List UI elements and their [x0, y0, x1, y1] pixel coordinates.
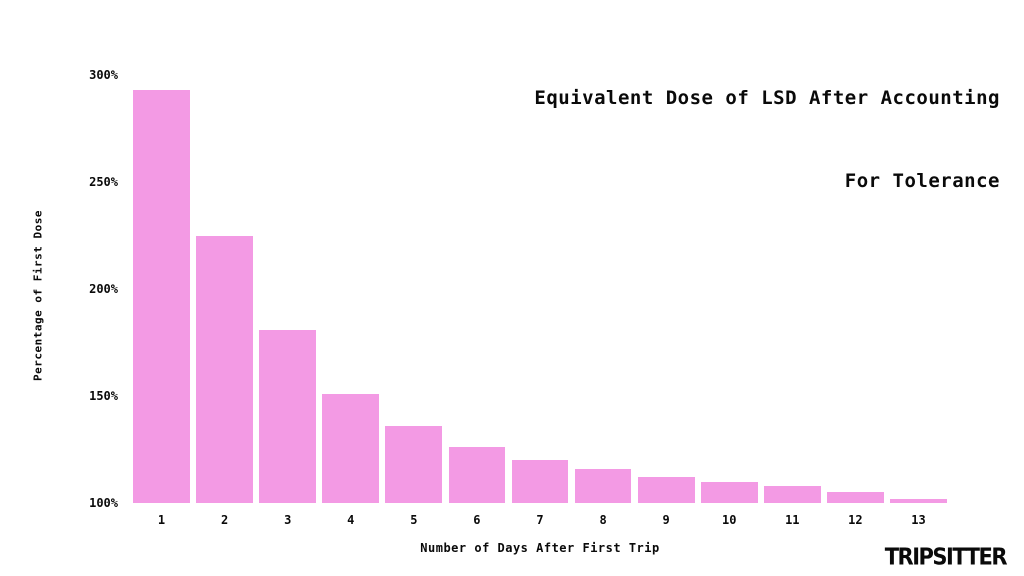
- bar-day-10: [700, 481, 758, 503]
- plot-area: 100% 150% 200% 250% 300% 1 2 3 4 5 6 7 8 9 10 11 12 13: [89, 68, 950, 527]
- bar-day-4: [322, 393, 380, 503]
- bar-day-8: [574, 468, 632, 503]
- x-tick-label: 5: [410, 513, 418, 527]
- chart-title-line2: For Tolerance: [844, 169, 1000, 192]
- x-tick-label: 10: [721, 513, 737, 527]
- chart-title-line1: Equivalent Dose of LSD After Accounting: [534, 87, 1000, 110]
- x-tick-label: 7: [536, 513, 544, 527]
- x-axis-label: Number of Days After First Trip: [420, 541, 660, 555]
- y-tick-label: 200%: [89, 282, 118, 296]
- bar-day-5: [385, 425, 443, 503]
- chart-title: Equivalent Dose of LSD After Accounting …: [534, 30, 1000, 250]
- y-tick-label: 100%: [89, 496, 118, 510]
- bar-day-2: [196, 235, 253, 503]
- x-tick-label: 13: [911, 513, 926, 527]
- bar-day-7: [511, 460, 569, 503]
- x-tick-label: 3: [284, 513, 292, 527]
- x-tick-label: 4: [347, 513, 355, 527]
- bar-day-3: [259, 329, 317, 503]
- x-tick-label: 2: [220, 513, 229, 527]
- x-tick-label: 11: [785, 513, 800, 527]
- x-tick-label: 1: [157, 513, 166, 527]
- tripsitter-logo: TRIPSITTER: [884, 543, 1008, 570]
- x-tick-label: 9: [662, 513, 670, 527]
- bar-day-13: [890, 498, 947, 503]
- bar-day-11: [763, 485, 821, 503]
- x-tick-label: 12: [848, 513, 863, 527]
- y-tick-label: 150%: [89, 389, 118, 403]
- y-axis-label: Percentage of First Dose: [31, 210, 45, 381]
- x-tick-label: 6: [473, 513, 481, 527]
- bar-day-1: [133, 89, 190, 503]
- bar-day-9: [637, 477, 695, 503]
- bar-day-6: [448, 447, 506, 503]
- bar-day-12: [827, 492, 884, 503]
- y-tick-label: 300%: [89, 68, 118, 82]
- x-tick-label: 8: [599, 513, 607, 527]
- y-tick-label: 250%: [89, 175, 118, 189]
